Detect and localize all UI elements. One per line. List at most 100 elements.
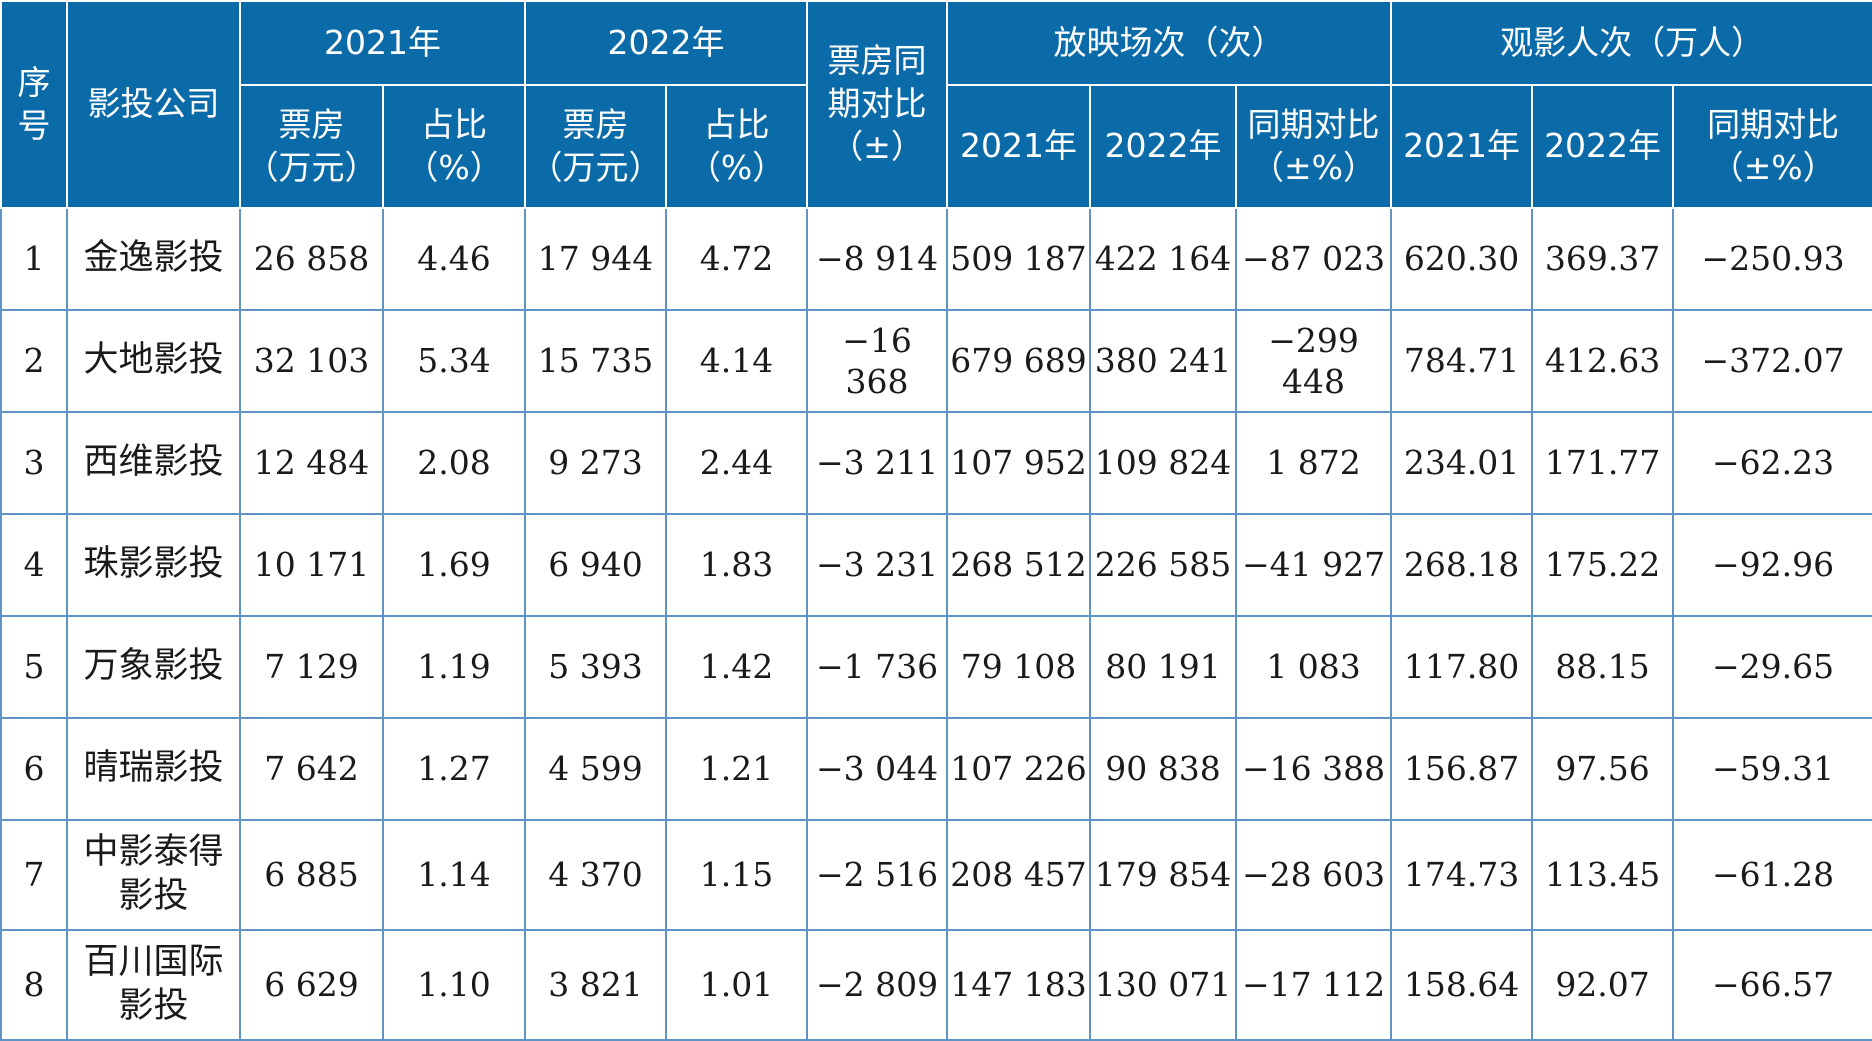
- cell-screenings-change: 1 872: [1235, 411, 1393, 515]
- table-body: 1 金逸影投 26 858 4.46 17 944 4.72 −8 914 50…: [0, 207, 1872, 1041]
- cell-share-2022: 1.15: [665, 819, 809, 931]
- cell-admissions-2022: 171.77: [1531, 411, 1675, 515]
- header-admissions-2021: 2021年: [1390, 84, 1534, 209]
- cell-index: 7: [0, 819, 68, 931]
- cell-company: 珠影影投: [66, 513, 241, 617]
- table-row: 8 百川国际 影投 6 629 1.10 3 821 1.01 −2 809 14…: [0, 929, 1872, 1041]
- cell-index: 5: [0, 615, 68, 719]
- cell-box-office-2021: 7 642: [239, 717, 384, 821]
- header-box-office-2022: 票房 （万元）: [524, 84, 668, 209]
- company-name-line2: 影投: [118, 876, 189, 916]
- header-yoy-label: 同期对比: [1247, 104, 1380, 144]
- cell-admissions-2021: 784.71: [1390, 309, 1534, 413]
- header-box-change: 票房同期对比（±）: [806, 0, 949, 209]
- cell-share-2021: 4.46: [381, 207, 527, 311]
- cell-share-2022: 1.01: [665, 929, 809, 1041]
- header-box-office-label: 票房: [562, 104, 629, 144]
- header-percent-label: （%）: [405, 147, 503, 187]
- cell-screenings-2021: 147 183: [946, 929, 1092, 1041]
- cell-share-2022: 4.14: [665, 309, 809, 413]
- cell-share-2022: 4.72: [665, 207, 809, 311]
- cell-box-office-2022: 3 821: [524, 929, 668, 1041]
- cell-admissions-2021: 117.80: [1390, 615, 1534, 719]
- cell-screenings-change: −41 927: [1235, 513, 1393, 617]
- cell-company: 晴瑞影投: [66, 717, 241, 821]
- cell-box-office-2021: 6 629: [239, 929, 384, 1041]
- header-screenings-2021: 2021年: [946, 84, 1092, 209]
- cell-company: 万象影投: [66, 615, 241, 719]
- cell-box-office-change: −8 914: [806, 207, 949, 311]
- cell-box-office-change: −3 044: [806, 717, 949, 821]
- cell-company: 西维影投: [66, 411, 241, 515]
- company-name-line1: 中影泰得: [83, 832, 224, 873]
- header-row-bottom: 票房 （万元） 占比 （%） 票房 （万元） 占比 （%） 2021年 2022年 同期…: [1, 84, 1872, 209]
- cell-screenings-2021: 509 187: [946, 207, 1092, 311]
- cell-screenings-change: −28 603: [1235, 819, 1393, 931]
- cell-screenings-change: −299 448: [1235, 309, 1393, 413]
- cell-index: 3: [0, 411, 68, 515]
- header-admissions: 观影人次（万人）: [1390, 0, 1872, 86]
- cell-admissions-change: −66.57: [1672, 929, 1872, 1041]
- cell-screenings-2021: 268 512: [946, 513, 1092, 617]
- header-yoy-unit: （±%）: [1251, 147, 1377, 187]
- table-row: 6 晴瑞影投 7 642 1.27 4 599 1.21 −3 044 107 …: [0, 717, 1872, 821]
- cell-box-office-2022: 15 735: [524, 309, 668, 413]
- header-admissions-yoy: 同期对比 （±%）: [1672, 84, 1872, 209]
- cell-box-office-2022: 4 370: [524, 819, 668, 931]
- header-share-label: 占比: [421, 104, 487, 144]
- cell-screenings-change: −16 388: [1235, 717, 1393, 821]
- cell-share-2021: 1.10: [381, 929, 527, 1041]
- cell-screenings-2022: 130 071: [1089, 929, 1238, 1041]
- cell-screenings-2021: 79 108: [946, 615, 1092, 719]
- header-index-label: 序号: [17, 62, 51, 145]
- table-row: 5 万象影投 7 129 1.19 5 393 1.42 −1 736 79 1…: [0, 615, 1872, 719]
- cell-share-2021: 5.34: [381, 309, 527, 413]
- cell-admissions-2022: 97.56: [1531, 717, 1675, 821]
- header-screenings: 放映场次（次）: [946, 0, 1393, 86]
- cell-screenings-2021: 107 226: [946, 717, 1092, 821]
- cell-share-2021: 1.19: [381, 615, 527, 719]
- cell-admissions-change: −29.65: [1672, 615, 1872, 719]
- cell-screenings-2021: 208 457: [946, 819, 1092, 931]
- header-year-2022: 2022年: [524, 0, 809, 86]
- cell-admissions-change: −61.28: [1672, 819, 1872, 931]
- cell-box-office-2021: 12 484: [239, 411, 384, 515]
- cell-screenings-change: 1 083: [1235, 615, 1393, 719]
- cell-screenings-2022: 226 585: [1089, 513, 1238, 617]
- cell-box-office-change: −3 231: [806, 513, 949, 617]
- cell-box-office-2022: 9 273: [524, 411, 668, 515]
- cell-index: 4: [0, 513, 68, 617]
- cell-screenings-change: −87 023: [1235, 207, 1393, 311]
- cell-box-office-change: −16 368: [806, 309, 949, 413]
- table-header: 序号 影投公司 2021年 2022年 票房同期对比（±） 放映场次（次） 观影…: [0, 0, 1872, 209]
- cell-admissions-2022: 92.07: [1531, 929, 1675, 1041]
- cell-screenings-change: −17 112: [1235, 929, 1393, 1041]
- cell-admissions-2021: 174.73: [1390, 819, 1534, 931]
- cell-screenings-2022: 380 241: [1089, 309, 1238, 413]
- cell-admissions-2021: 158.64: [1390, 929, 1534, 1041]
- table-row: 2 大地影投 32 103 5.34 15 735 4.14 −16 368 6…: [0, 309, 1872, 413]
- cell-admissions-2022: 88.15: [1531, 615, 1675, 719]
- cell-admissions-change: −59.31: [1672, 717, 1872, 821]
- table-row: 1 金逸影投 26 858 4.46 17 944 4.72 −8 914 50…: [0, 207, 1872, 311]
- cell-share-2022: 1.83: [665, 513, 809, 617]
- cell-screenings-2022: 90 838: [1089, 717, 1238, 821]
- cell-admissions-2022: 113.45: [1531, 819, 1675, 931]
- cell-box-office-2021: 6 885: [239, 819, 384, 931]
- table-row: 3 西维影投 12 484 2.08 9 273 2.44 −3 211 107…: [0, 411, 1872, 515]
- company-name-line1: 百川国际: [83, 942, 224, 983]
- header-share-2022: 占比 （%）: [665, 84, 809, 209]
- cell-company: 中影泰得 影投: [66, 819, 241, 931]
- cell-box-office-2021: 10 171: [239, 513, 384, 617]
- cell-share-2022: 1.21: [665, 717, 809, 821]
- cell-screenings-2022: 109 824: [1089, 411, 1238, 515]
- cell-index: 2: [0, 309, 68, 413]
- cell-share-2022: 1.42: [665, 615, 809, 719]
- header-row-top: 序号 影投公司 2021年 2022年 票房同期对比（±） 放映场次（次） 观影…: [0, 0, 1872, 209]
- cell-box-office-2021: 26 858: [239, 207, 384, 311]
- cell-screenings-2021: 107 952: [946, 411, 1092, 515]
- cell-box-office-2022: 5 393: [524, 615, 668, 719]
- cell-share-2022: 2.44: [665, 411, 809, 515]
- cell-admissions-change: −62.23: [1672, 411, 1872, 515]
